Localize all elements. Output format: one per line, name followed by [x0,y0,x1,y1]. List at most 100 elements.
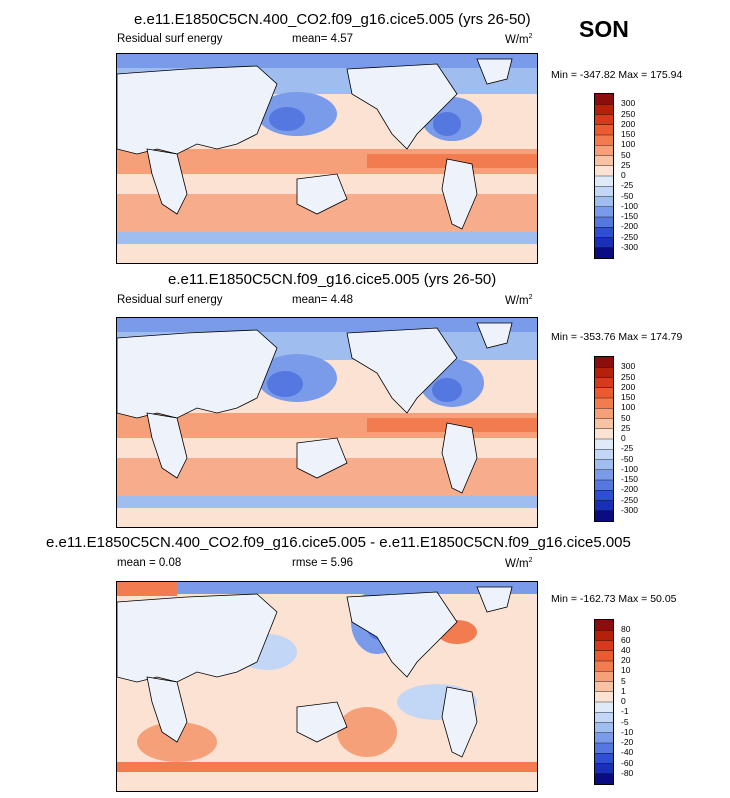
colorbar-swatch [595,702,613,713]
colorbar-swatch [595,661,613,672]
colorbar-swatch [595,620,613,631]
panel-3-mean: mean = 0.08 [117,557,182,569]
panel-1-variable-label: Residual surf energy [117,33,223,45]
colorbar-label: 50 [621,149,631,160]
colorbar-label: 250 [621,371,636,382]
panel-1-units-text: W/m [505,33,529,46]
colorbar-swatch [595,691,613,703]
colorbar-label: -200 [621,484,639,495]
colorbar-swatch [595,145,613,156]
colorbar-label: 150 [621,392,636,402]
panel-1-minmax: Min = -347.82 Max = 175.94 [551,69,683,81]
colorbar-swatch [595,428,613,440]
colorbar-swatch [595,377,613,389]
colorbar-label: 200 [621,381,636,392]
colorbar-swatch [595,753,613,764]
colorbar-swatch [595,712,613,723]
panel-2-colorbar-frame [594,356,614,522]
colorbar-swatch [595,94,613,105]
colorbar-swatch [595,650,613,662]
colorbar-label: -60 [621,757,634,768]
colorbar-swatch [595,165,613,177]
colorbar-swatch [595,357,613,368]
colorbar-swatch [595,722,613,734]
colorbar-swatch [595,387,613,399]
colorbar-label: -5 [621,716,629,727]
colorbar-label: -50 [621,453,634,464]
panel-2-units-text: W/m [505,294,529,307]
panel-2-minmax: Min = -353.76 Max = 174.79 [551,331,683,343]
colorbar-swatch [595,408,613,419]
panel-3-units-text: W/m [505,557,529,570]
colorbar-label: -250 [621,494,639,505]
panel-3-colorbar-swatches [595,620,613,785]
colorbar-label: 100 [621,402,636,413]
panel-3-rmse: rmse = 5.96 [292,557,354,569]
panel-2-units: W/m2 [505,294,533,307]
colorbar-swatch [595,114,613,126]
panel-2-colorbar: 300 250 200 150 100 50 25 0 -25 -50 -100 -150 -200 -2… [594,356,664,522]
colorbar-swatch [595,124,613,136]
panel-3-minmax: Min = -162.73 Max = 50.05 [551,593,677,605]
colorbar-label: 1 [621,685,626,696]
colorbar-label: 0 [621,696,626,706]
colorbar-label: 25 [621,422,631,433]
colorbar-label: -150 [621,474,639,484]
colorbar-label: 20 [621,655,631,665]
colorbar-label: 0 [621,433,626,443]
colorbar-swatch [595,640,613,652]
colorbar-swatch [595,773,613,785]
colorbar-swatch [595,367,613,378]
colorbar-swatch [595,217,613,228]
colorbar-swatch [595,176,613,187]
panel-1-map [116,53,538,264]
colorbar-label: 25 [621,159,631,170]
colorbar-swatch [595,510,613,522]
colorbar-label: -200 [621,221,639,232]
colorbar-swatch [595,490,613,501]
colorbar-label: 60 [621,634,631,645]
panel-3-colorbar-frame [594,619,614,785]
colorbar-label: -100 [621,200,639,211]
colorbar-label: -10 [621,726,634,737]
colorbar-label: 300 [621,98,636,109]
colorbar-swatch [595,681,613,693]
colorbar-swatch [595,398,613,409]
colorbar-swatch [595,630,613,641]
colorbar-label: 80 [621,624,631,635]
colorbar-swatch [595,449,613,460]
colorbar-swatch [595,459,613,471]
colorbar-label: -80 [621,767,634,778]
colorbar-swatch [595,732,613,744]
panel-1-units-sup: 2 [528,33,533,40]
colorbar-label: -1 [621,706,629,717]
panel-1-colorbar: 300 250 200 150 100 50 25 0 -25 -50 -100 -150 -200 -2… [594,93,664,259]
colorbar-swatch [595,439,613,450]
colorbar-label: -300 [621,241,639,252]
colorbar-label: -250 [621,231,639,242]
colorbar-label: -25 [621,180,634,191]
colorbar-swatch [595,237,613,249]
colorbar-swatch [595,206,613,218]
panel-2-units-sup: 2 [528,294,533,301]
colorbar-label: 300 [621,361,636,372]
panel-2-map [116,317,538,528]
colorbar-swatch [595,227,613,238]
colorbar-label: 50 [621,412,631,423]
panel-2-variable-label: Residual surf energy [117,294,223,306]
season-label: SON [579,16,629,42]
colorbar-label: -100 [621,463,639,474]
colorbar-label: 0 [621,170,626,180]
colorbar-label: -20 [621,737,634,747]
panel-2-mean: mean= 4.48 [292,294,354,306]
panel-3-title: e.e11.E1850C5CN.400_CO2.f09_g16.cice5.00… [46,534,631,551]
colorbar-swatch [595,671,613,682]
colorbar-swatch [595,155,613,167]
colorbar-label: 5 [621,675,626,686]
panel-3-units-sup: 2 [528,557,533,564]
panel-1-colorbar-swatches [595,94,613,259]
colorbar-label: 200 [621,118,636,129]
panel-2-colorbar-swatches [595,357,613,522]
panel-1-mean: mean= 4.57 [292,33,354,45]
colorbar-label: -40 [621,747,634,758]
